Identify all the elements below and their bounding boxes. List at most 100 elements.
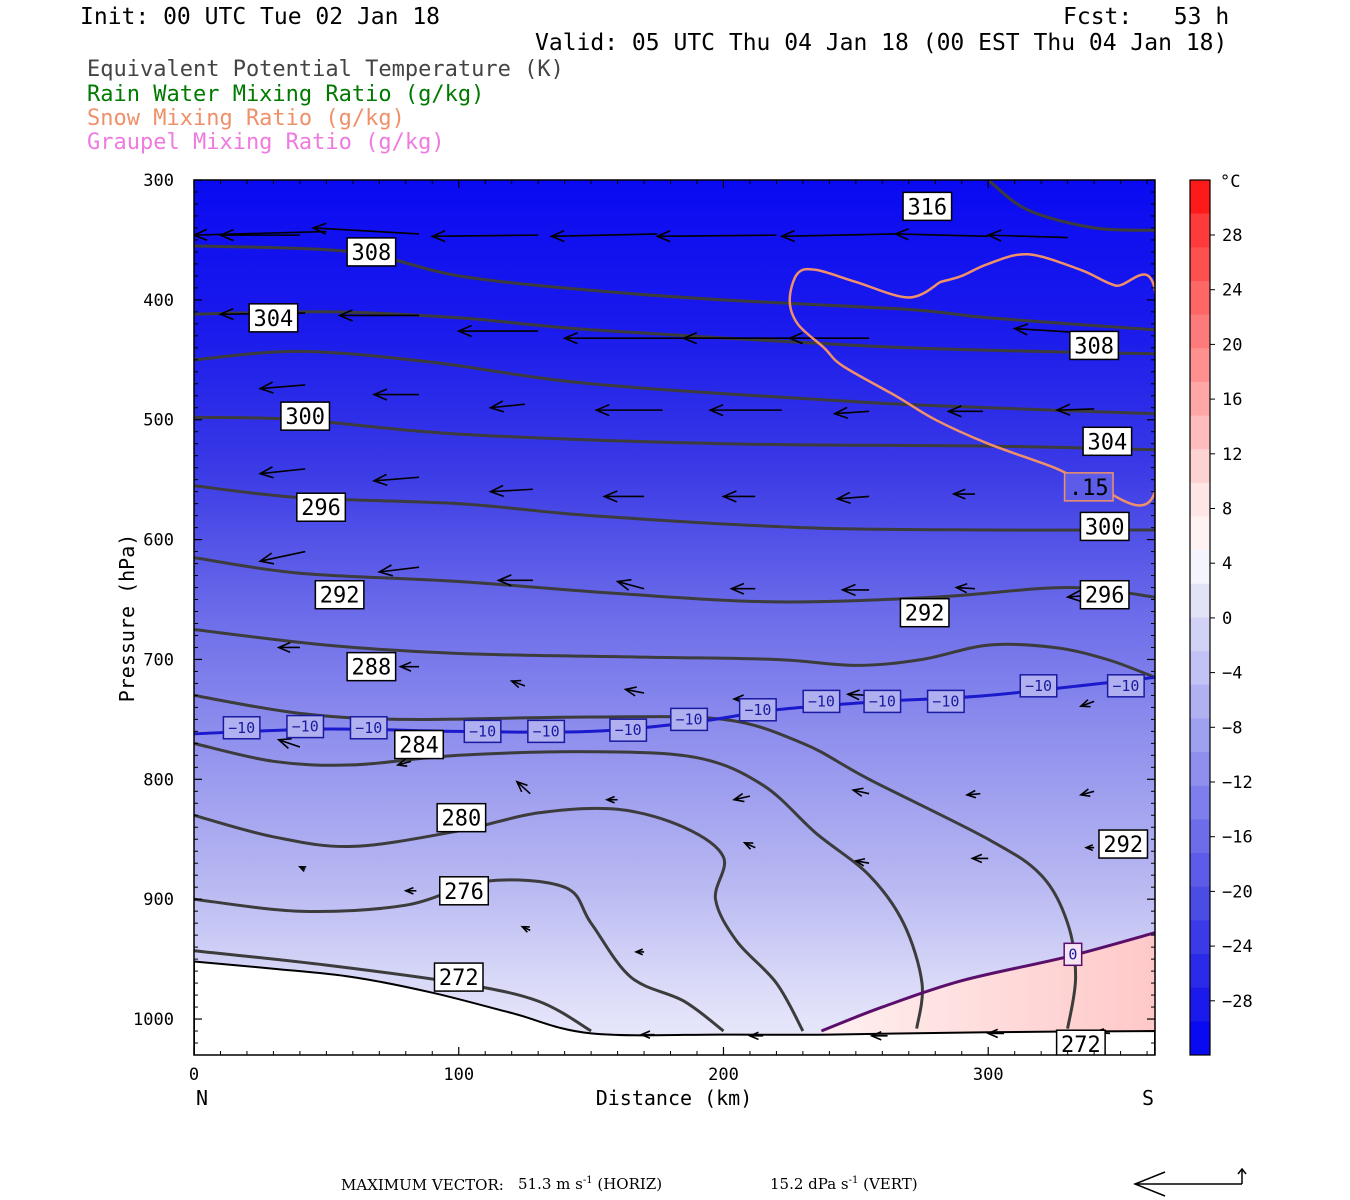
svg-text:316: 316 — [320, 125, 360, 150]
x-tick-label: 200 — [708, 1065, 739, 1085]
wind-vector — [311, 222, 420, 235]
y-tick-label: 900 — [143, 890, 174, 910]
svg-text:−10: −10 — [469, 722, 496, 740]
svg-text:308: 308 — [1074, 334, 1114, 359]
colorbar-swatch — [1190, 819, 1210, 854]
svg-text:−10: −10 — [744, 701, 771, 719]
colorbar-swatch — [1190, 1021, 1210, 1056]
y-tick-label: 600 — [143, 531, 174, 551]
svg-text:284: 284 — [399, 734, 439, 759]
colorbar-swatch — [1190, 853, 1210, 888]
svg-text:296: 296 — [1085, 584, 1125, 609]
colorbar-tick-label: 12 — [1222, 445, 1242, 465]
theta-e-label: 284 — [394, 729, 445, 760]
field-label-graupel: Graupel Mixing Ratio (g/kg) — [87, 130, 445, 155]
wind-vector — [851, 787, 870, 797]
wind-vector — [395, 758, 412, 767]
temperature-label-minus10: −10 — [527, 719, 566, 744]
wind-vector — [218, 228, 300, 242]
temperature-label-minus10: −10 — [670, 707, 709, 732]
colorbar-swatch — [1190, 617, 1210, 652]
colorbar-tick-label: −20 — [1222, 882, 1253, 902]
colorbar-tick-label: 0 — [1222, 609, 1232, 629]
wind-vector — [298, 865, 307, 873]
theta-e-contour-320 — [987, 180, 1155, 232]
svg-text:−10: −10 — [228, 719, 255, 737]
colorbar-swatch — [1190, 180, 1210, 215]
temperature-label-minus10: −10 — [1106, 674, 1145, 698]
theta-e-contour-284 — [194, 741, 924, 1029]
wind-vector — [562, 332, 698, 345]
colorbar-tick-label: −12 — [1222, 773, 1253, 793]
max-vert-vector: 15.2 dPa s-1 (VERT) — [770, 1175, 918, 1193]
colorbar-swatch — [1190, 550, 1210, 585]
temperature-label-minus10: −10 — [738, 698, 777, 722]
theta-e-label: 288 — [346, 651, 397, 682]
init-time: Init: 00 UTC Tue 02 Jan 18 — [80, 4, 441, 30]
colorbar-tick-label: 8 — [1222, 500, 1232, 520]
svg-text:300: 300 — [285, 405, 325, 430]
wind-vector — [869, 1031, 888, 1041]
temperature-label-minus10: −10 — [863, 689, 902, 714]
wind-vector — [832, 406, 870, 420]
wind-vector — [515, 780, 531, 795]
svg-text:300: 300 — [1085, 515, 1125, 540]
colorbar-swatch — [1190, 516, 1210, 551]
y-tick-label: 1000 — [133, 1010, 174, 1030]
wind-vector — [964, 789, 981, 799]
wind-vector — [594, 403, 663, 417]
forecast-hour: Fcst: 53 h — [1063, 4, 1230, 30]
wind-vector — [986, 1028, 1005, 1039]
theta-e-label: 308 — [1069, 330, 1120, 361]
wind-vector — [488, 484, 533, 498]
wind-vector — [337, 309, 420, 322]
wind-vector — [456, 324, 539, 338]
wind-vector — [403, 886, 417, 895]
wind-vector — [681, 332, 803, 345]
wind-vector — [970, 853, 989, 864]
y-tick-label: 800 — [143, 770, 174, 790]
y-axis-label: Pressure (hPa) — [115, 534, 139, 703]
svg-text:292: 292 — [1103, 833, 1143, 858]
wind-vector — [1078, 788, 1095, 797]
y-tick-label: 700 — [143, 650, 174, 670]
terrain — [194, 960, 1155, 1055]
svg-text:288: 288 — [351, 656, 391, 681]
theta-e-contour-308 — [194, 349, 1155, 416]
theta-e-label: 296 — [296, 492, 347, 522]
colorbar-tick-label: −24 — [1222, 937, 1253, 957]
theta-e-label: 272 — [433, 962, 484, 992]
wind-vector — [742, 841, 756, 850]
wind-vector — [488, 400, 526, 413]
wind-vector — [371, 473, 420, 487]
theta-e-label: 300 — [280, 401, 331, 431]
colorbar-tick-label: −4 — [1222, 664, 1242, 684]
wind-vector — [1084, 844, 1095, 852]
colorbar-swatch — [1190, 415, 1210, 450]
x-tick-label: 0 — [189, 1065, 199, 1085]
temperature-label-minus10: −10 — [286, 714, 325, 739]
colorbar-tick-label: 4 — [1222, 554, 1232, 574]
colorbar-swatch — [1190, 920, 1210, 955]
theta-e-label: 292 — [899, 597, 950, 628]
svg-text:−10: −10 — [1112, 677, 1139, 695]
wind-vector — [951, 488, 975, 500]
theta-e-contour-316 — [194, 310, 1155, 356]
wind-vector — [258, 381, 306, 394]
svg-text:−10: −10 — [1025, 677, 1052, 695]
wind-vector — [893, 228, 989, 241]
y-tick-label: 300 — [143, 171, 174, 191]
y-tick-label: 400 — [143, 291, 174, 311]
temperature-label-minus10: −10 — [1019, 674, 1058, 698]
svg-text:280: 280 — [442, 807, 482, 832]
wind-vector — [634, 948, 645, 956]
theta-e-label: 316 — [902, 191, 953, 222]
wind-vector — [946, 405, 983, 418]
wind-vector — [721, 490, 756, 503]
colorbar-swatch — [1190, 954, 1210, 989]
wind-vector — [732, 792, 751, 803]
plot-frame — [193, 179, 1156, 1056]
end-label-s: S — [1142, 1086, 1154, 1110]
colorbar-tick-label: −28 — [1222, 992, 1253, 1012]
svg-text:−10: −10 — [615, 721, 642, 739]
